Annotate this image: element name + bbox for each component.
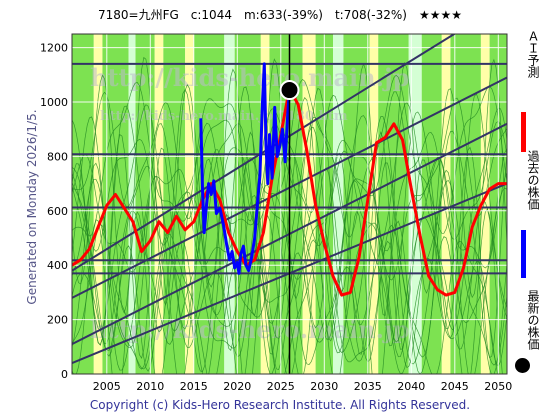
background-band [260, 34, 270, 374]
x-tick-label: 2035 [354, 380, 382, 393]
chart-title: 7180=九州FG c:1044 m:633(-39%) t:708(-32%)… [97, 8, 463, 22]
y-tick-label: 200 [47, 314, 68, 327]
y-tick-label: 1000 [40, 96, 68, 109]
x-tick-label: 2010 [136, 380, 164, 393]
copyright-footer: Copyright (c) Kids-Hero Research Institu… [89, 398, 471, 412]
legend-latest-price: 最新の株価 [512, 290, 546, 380]
latest-price-dot [279, 80, 300, 101]
x-tick-label: 2005 [93, 380, 121, 393]
watermark-top: http://kids-hero.main.jp [90, 63, 409, 92]
y-tick-label: 400 [47, 259, 68, 272]
x-tick-label: 2030 [310, 380, 338, 393]
y-tick-label: 0 [61, 368, 68, 381]
x-tick-label: 2050 [484, 380, 512, 393]
legend-past-price-swatch [521, 230, 526, 278]
legend-past-price-label: 過去の株価 [526, 150, 540, 210]
y-tick-label: 600 [47, 205, 68, 218]
x-tick-label: 2040 [397, 380, 425, 393]
background-band [224, 34, 235, 374]
background-band [93, 34, 103, 374]
legend-ai-forecast-swatch [521, 112, 526, 152]
legend-latest-price-label: 最新の株価 [526, 290, 540, 350]
legend-past-price: 過去の株価 [512, 150, 546, 280]
background-band [480, 34, 490, 374]
background-band [421, 34, 442, 374]
past-price-line [199, 62, 291, 275]
y-tick-label: 1200 [40, 42, 68, 55]
legend-latest-price-dot-icon [515, 358, 530, 373]
background-band [441, 34, 451, 374]
y-tick-label: 800 [47, 150, 68, 163]
x-tick-label: 2045 [441, 380, 469, 393]
background-band [154, 34, 164, 374]
background-band [369, 34, 379, 374]
x-tick-label: 2015 [180, 380, 208, 393]
legend-ai-forecast-label: ＡＩ予測 [526, 30, 540, 78]
x-tick-label: 2020 [223, 380, 251, 393]
x-tick-label: 2025 [267, 380, 295, 393]
plot-frame [71, 33, 508, 375]
legend-ai-forecast: ＡＩ予測 [512, 30, 546, 152]
background-band [333, 34, 344, 374]
